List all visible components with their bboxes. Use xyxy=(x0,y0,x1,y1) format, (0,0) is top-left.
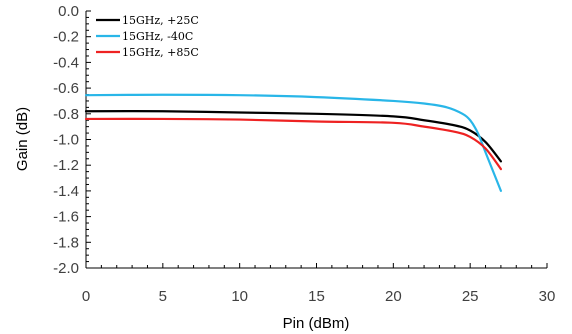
y-tick-label: -0.2 xyxy=(53,29,79,46)
x-tick-label: 25 xyxy=(462,288,479,305)
y-tick-label: -0.6 xyxy=(53,80,79,97)
y-tick-label: -0.8 xyxy=(53,106,79,123)
y-tick-label: -2.0 xyxy=(53,260,79,277)
series-line-3 xyxy=(84,117,502,171)
y-tick-label: -0.4 xyxy=(53,54,79,71)
y-tick-label: -1.8 xyxy=(53,234,79,251)
y-tick-label: -1.0 xyxy=(53,132,79,149)
x-tick-label: 15 xyxy=(308,288,325,305)
x-tick-label: 10 xyxy=(231,288,248,305)
series-line-1 xyxy=(84,110,502,163)
plot-lines xyxy=(84,93,502,192)
y-tick-label: 0.0 xyxy=(58,3,79,20)
x-axis-title: Pin (dBm) xyxy=(283,315,350,332)
legend-label-3: 15GHz, +85C xyxy=(122,46,199,59)
x-ticks: 0 5 10 15 20 25 30 xyxy=(82,263,556,305)
y-axis-title: Gain (dB) xyxy=(14,107,31,171)
legend: 15GHz, +25C 15GHz, -40C 15GHz, +85C xyxy=(96,14,199,59)
legend-label-2: 15GHz, -40C xyxy=(122,30,193,43)
legend-label-1: 15GHz, +25C xyxy=(122,14,199,27)
x-tick-label: 20 xyxy=(385,288,402,305)
x-tick-label: 0 xyxy=(82,288,90,305)
y-tick-label: -1.6 xyxy=(53,209,79,226)
y-ticks: 0.0 -0.2 -0.4 -0.6 -0.8 -1.0 -1.2 -1.4 -1.6 -1.8 -… xyxy=(53,3,91,277)
x-tick-label: 30 xyxy=(539,288,556,305)
y-tick-label: -1.4 xyxy=(53,183,79,200)
x-tick-label: 5 xyxy=(159,288,167,305)
series-line-2 xyxy=(84,93,502,192)
y-tick-label: -1.2 xyxy=(53,157,79,174)
